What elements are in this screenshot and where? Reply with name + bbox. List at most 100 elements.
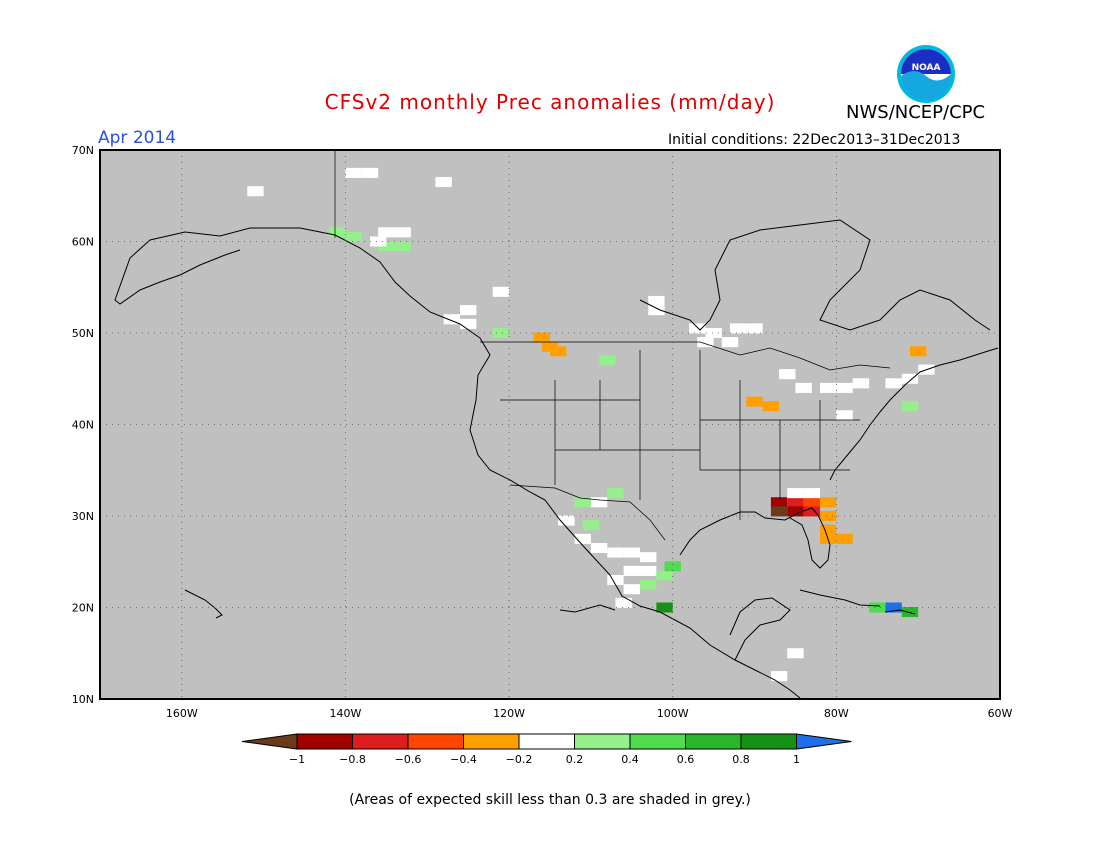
anomaly-cell — [910, 346, 927, 357]
graticule — [100, 150, 1000, 699]
anomaly-cell — [820, 497, 837, 508]
anomaly-cell — [820, 524, 837, 535]
anomaly-cell — [803, 506, 820, 517]
anomaly-cell — [787, 506, 804, 517]
initial-conditions: Initial conditions: 22Dec2013–31Dec2013 — [668, 132, 961, 148]
colorbar-label: 0.6 — [677, 753, 695, 766]
anomaly-cell — [836, 533, 853, 544]
lat-label: 30N — [72, 510, 94, 523]
anomaly-cell — [885, 378, 902, 389]
anomaly-cell — [599, 355, 616, 366]
anomaly-cell — [803, 488, 820, 499]
anomaly-cell — [803, 497, 820, 508]
colorbar-swatch — [518, 733, 575, 750]
anomaly-cell — [869, 602, 886, 613]
anomaly-cell — [820, 510, 837, 522]
lat-label: 70N — [72, 144, 94, 157]
anomaly-cell — [623, 584, 640, 595]
lon-label: 120W — [493, 707, 525, 720]
anomaly-cell — [574, 533, 591, 544]
anomaly-cell — [574, 497, 591, 508]
colorbar-swatch — [296, 733, 353, 750]
anomaly-cell — [550, 346, 567, 357]
colorbar-swatch — [463, 733, 520, 750]
lon-label: 160W — [166, 707, 198, 720]
anomaly-cell — [582, 520, 600, 531]
anomaly-cell — [705, 327, 722, 339]
anomaly-cell — [345, 231, 362, 242]
anomaly-cell — [492, 286, 510, 297]
logo-text: NOAA — [912, 63, 941, 73]
colorbar-label: −0.4 — [450, 753, 477, 766]
lon-label: 80W — [824, 707, 849, 720]
colorbar-label: −0.6 — [395, 753, 422, 766]
anomaly-cell — [836, 410, 853, 421]
lon-label: 100W — [657, 707, 689, 720]
forecast-month: Apr 2014 — [98, 128, 177, 148]
noaa-logo: NOAA — [897, 45, 955, 103]
anomaly-cell — [590, 497, 608, 508]
colorbar-swatch — [574, 733, 631, 750]
colorbar-high-arrow — [796, 733, 852, 750]
anomaly-cell — [787, 488, 804, 499]
anomaly-cell — [787, 648, 804, 659]
lat-label: 60N — [72, 236, 94, 249]
colorbar-swatch — [352, 733, 409, 750]
anomaly-cell — [730, 323, 747, 334]
lat-label: 10N — [72, 693, 94, 706]
anomaly-cell — [590, 542, 608, 554]
anomaly-cell — [640, 579, 657, 590]
anomaly-cell — [361, 167, 379, 178]
anomaly-cell — [558, 515, 575, 526]
anomaly-cell — [901, 373, 919, 384]
anomaly-cell — [664, 561, 681, 572]
anomaly-cell — [746, 323, 763, 334]
anomaly-cell — [901, 607, 919, 618]
anomaly-cell — [820, 382, 837, 393]
anomaly-cell — [607, 488, 624, 499]
anomaly-cell — [640, 565, 657, 576]
anomaly-cell — [623, 547, 640, 558]
anomaly-cell — [640, 552, 657, 563]
anomaly-cell — [394, 241, 411, 252]
lat-label: 20N — [72, 602, 94, 615]
colorbar-label: 1 — [793, 753, 800, 766]
anomaly-cell — [689, 323, 706, 334]
lat-label: 40N — [72, 419, 94, 432]
anomaly-cell — [885, 602, 902, 613]
anomaly-cell — [435, 176, 452, 188]
anomaly-cell — [901, 401, 919, 412]
anomaly-cell — [836, 382, 853, 393]
anomaly-cell — [615, 597, 632, 608]
anomaly-cell — [779, 369, 796, 380]
colorbar-label: 0.4 — [621, 753, 639, 766]
colorbar-label: 0.2 — [566, 753, 584, 766]
chart-title: CFSv2 monthly Prec anomalies (mm/day) — [324, 90, 776, 114]
anomaly-cell — [770, 497, 788, 508]
coastlines — [114, 219, 999, 699]
anomaly-cell — [460, 305, 477, 316]
anomaly-cell — [623, 565, 640, 576]
anomaly-cell — [770, 671, 788, 682]
anomaly-cell — [329, 227, 346, 238]
anomaly-cell — [648, 305, 665, 316]
colorbar: −1 −0.8 −0.6 −0.4 −0.2 0.2 0.4 0.6 0.8 1 — [241, 733, 852, 766]
agency-label: NWS/NCEP/CPC — [846, 102, 986, 123]
anomaly-cell — [607, 547, 624, 558]
anomaly-cell — [721, 337, 739, 348]
anomaly-cell — [345, 167, 362, 178]
anomaly-cell — [607, 575, 624, 586]
colorbar-swatch — [407, 733, 464, 750]
anomaly-cell — [656, 570, 673, 581]
colorbar-swatch — [685, 733, 742, 750]
anomaly-cell — [460, 318, 477, 329]
colorbar-label: −0.2 — [506, 753, 533, 766]
map-frame — [99, 149, 1001, 700]
colorbar-swatch — [740, 733, 797, 750]
anomaly-cell — [762, 401, 780, 412]
colorbar-swatch — [629, 733, 686, 750]
anomaly-cell — [795, 382, 812, 393]
skill-note: (Areas of expected skill less than 0.3 a… — [349, 792, 751, 808]
political-boundaries — [334, 150, 891, 541]
